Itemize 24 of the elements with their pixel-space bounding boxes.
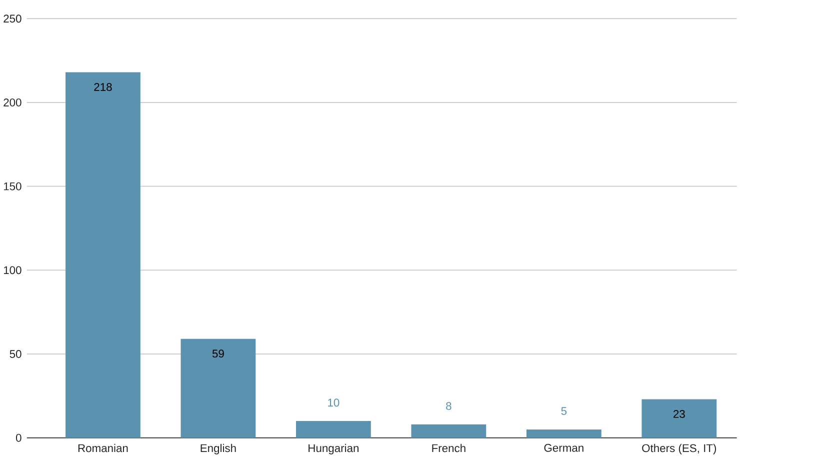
x-tick-label: Hungarian (308, 444, 358, 454)
bar (296, 421, 371, 438)
x-tick-label: English (200, 444, 236, 454)
x-tick-label: German (544, 444, 584, 452)
bar (411, 424, 486, 438)
data-label: 218 (94, 83, 112, 92)
y-tick-label: 200 (4, 98, 22, 106)
y-tick-label: 100 (4, 266, 22, 274)
data-label: 10 (328, 398, 340, 407)
y-tick-label: 150 (4, 182, 22, 190)
bar (642, 399, 717, 438)
data-label: 23 (673, 410, 685, 418)
data-label: 8 (446, 402, 452, 410)
y-tick-label: 250 (4, 14, 22, 23)
bar (66, 72, 140, 438)
x-tick-label: French (432, 444, 466, 452)
bar (526, 430, 602, 438)
data-label: 5 (561, 407, 567, 416)
x-tick-label: Romanian (78, 444, 128, 452)
x-tick-label: Others (ES, IT) (642, 444, 716, 454)
y-tick-label: 0 (16, 434, 22, 442)
y-tick-label: 50 (10, 350, 22, 358)
data-label: 59 (212, 350, 224, 358)
bar (180, 338, 256, 438)
